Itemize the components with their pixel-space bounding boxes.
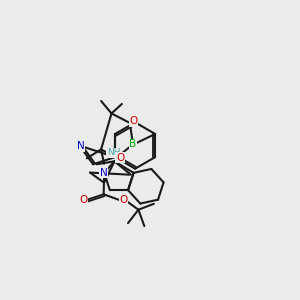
Text: N: N: [77, 141, 85, 151]
Text: O: O: [80, 195, 88, 205]
Text: NH: NH: [107, 148, 120, 157]
Text: O: O: [116, 153, 124, 163]
Text: O: O: [129, 116, 138, 127]
Text: O: O: [119, 195, 128, 205]
Text: N: N: [100, 168, 107, 178]
Text: B: B: [129, 140, 137, 149]
